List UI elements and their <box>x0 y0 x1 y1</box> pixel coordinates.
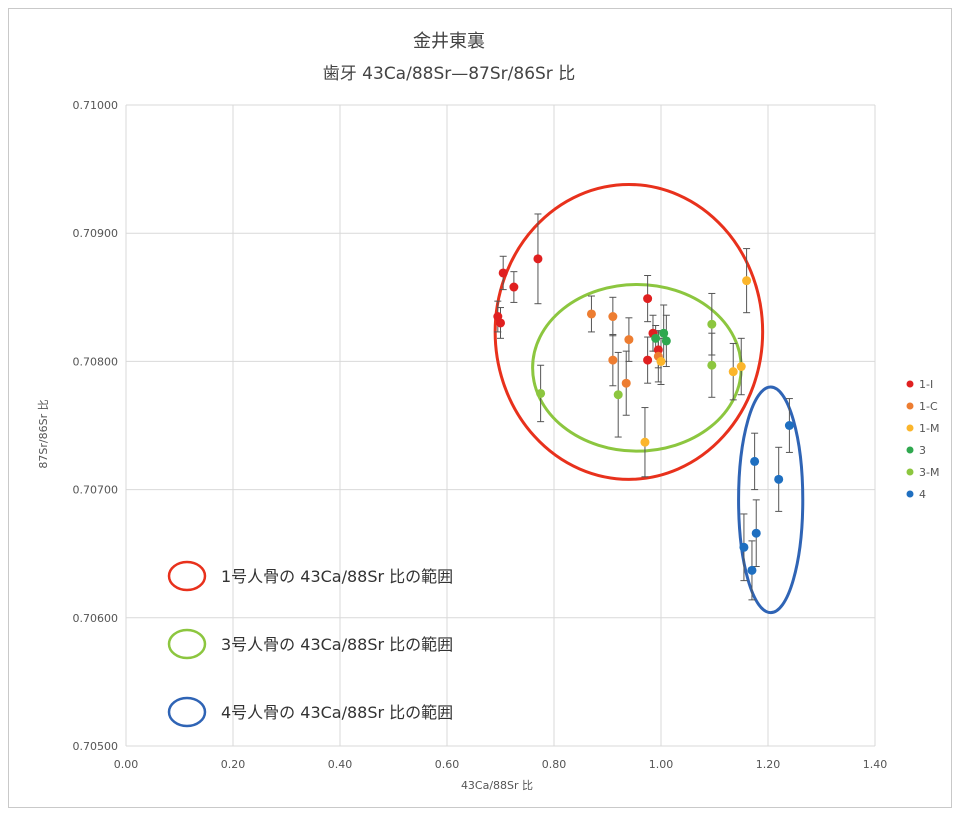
data-point <box>747 565 757 575</box>
range-notes: 1号人骨の 43Ca/88Sr 比の範囲 3号人骨の 43Ca/88Sr 比の範囲… <box>167 560 453 728</box>
data-point <box>496 318 505 328</box>
data-points <box>493 213 794 601</box>
data-point <box>608 312 618 322</box>
chart-title: 金井東裏 <box>413 31 485 52</box>
legend: 1-I 1-C 1-M 3 3-M 4 <box>906 378 939 501</box>
x-tick-label: 1.40 <box>863 758 888 771</box>
data-point <box>774 474 784 484</box>
legend-label: 1-M <box>919 422 939 435</box>
legend-label: 3-M <box>919 466 939 479</box>
data-point <box>656 356 666 366</box>
data-point <box>498 268 508 278</box>
legend-marker <box>906 402 914 410</box>
range-note-marker <box>167 696 207 728</box>
legend-marker <box>906 380 914 388</box>
y-tick-label: 0.70500 <box>73 740 119 753</box>
data-point <box>643 294 653 304</box>
data-point <box>536 388 546 398</box>
x-tick-label: 0.20 <box>221 758 246 771</box>
data-point <box>608 355 618 365</box>
y-axis-label: 87Sr/86Sr 比 <box>37 399 50 468</box>
legend-marker <box>906 446 914 454</box>
data-point <box>707 319 717 329</box>
data-point <box>586 309 596 319</box>
data-point <box>621 378 631 388</box>
legend-marker <box>906 424 914 432</box>
range-note-label: 3号人骨の 43Ca/88Sr 比の範囲 <box>221 635 453 654</box>
data-point <box>739 542 749 552</box>
data-point <box>728 367 738 377</box>
x-tick-label: 1.20 <box>756 758 781 771</box>
range-ellipse <box>737 385 805 615</box>
data-point <box>751 528 761 538</box>
chart-frame: 金井東裏 歯牙 43Ca/88Sr—87Sr/86Sr 比 0.00 0.20 0.… <box>8 8 952 808</box>
scatter-chart: 金井東裏 歯牙 43Ca/88Sr—87Sr/86Sr 比 0.00 0.20 0.… <box>37 31 939 792</box>
legend-label: 1-I <box>919 378 933 391</box>
legend-marker <box>906 490 914 498</box>
x-tick-label: 1.00 <box>649 758 674 771</box>
chart-subtitle: 歯牙 43Ca/88Sr—87Sr/86Sr 比 <box>323 64 575 84</box>
data-point <box>707 360 717 370</box>
legend-label: 1-C <box>919 400 938 413</box>
data-point <box>651 333 661 343</box>
grid <box>125 104 876 747</box>
y-tick-label: 0.71000 <box>73 99 119 112</box>
y-tick-label: 0.70700 <box>73 484 119 497</box>
legend-label: 3 <box>919 444 926 457</box>
x-tick-label: 0.60 <box>435 758 460 771</box>
data-point <box>736 362 746 372</box>
x-tick-label: 0.80 <box>542 758 567 771</box>
data-point <box>653 345 663 355</box>
data-point <box>784 421 794 430</box>
x-axis-label: 43Ca/88Sr 比 <box>461 779 533 792</box>
x-tick-label: 0.40 <box>328 758 353 771</box>
y-tick-label: 0.70900 <box>73 227 119 240</box>
y-tick-label: 0.70800 <box>73 355 119 368</box>
axis-ticks: 0.00 0.20 0.40 0.60 0.80 1.00 1.20 1.40 0.70500 0… <box>73 99 888 771</box>
y-tick-label: 0.70600 <box>73 612 119 625</box>
data-point <box>624 335 634 345</box>
legend-label: 4 <box>919 488 926 501</box>
data-point <box>613 390 623 400</box>
data-point <box>643 355 653 365</box>
x-tick-label: 0.00 <box>114 758 139 771</box>
legend-marker <box>906 468 914 476</box>
data-point <box>742 276 752 286</box>
data-point <box>640 437 650 447</box>
range-note-marker <box>167 628 207 660</box>
data-point <box>750 456 760 466</box>
range-note-label: 1号人骨の 43Ca/88Sr 比の範囲 <box>221 567 453 586</box>
data-point <box>533 254 543 264</box>
range-note-label: 4号人骨の 43Ca/88Sr 比の範囲 <box>221 703 453 722</box>
data-point <box>509 282 519 292</box>
range-note-marker <box>167 560 207 592</box>
data-point <box>661 336 671 346</box>
data-point <box>659 328 669 338</box>
